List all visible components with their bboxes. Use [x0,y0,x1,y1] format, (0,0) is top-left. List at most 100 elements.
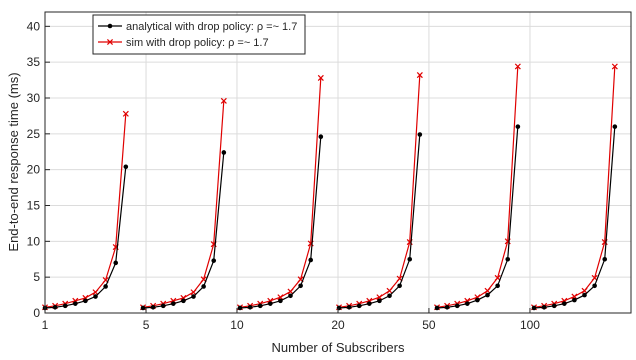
y-axis-label: End-to-end response time (ms) [6,72,21,251]
series-0-point [592,283,597,289]
series-0-point [515,124,521,129]
series-0-point [221,150,227,155]
series-0-point [485,292,490,298]
series-0-point [201,284,206,289]
series-0-point [171,301,176,306]
series-0-point [140,305,146,311]
series-0-point [612,124,618,129]
series-0-point [582,292,587,298]
series-0-point [417,132,423,137]
series-0-point [257,303,263,309]
series-1-point-stroke [92,289,99,296]
legend-marker-0 [107,23,113,29]
series-1-point [484,287,491,294]
series-0-point [336,305,342,311]
series-0-point [160,303,166,309]
series-1-point [220,97,227,104]
series-0-line-group-5 [533,126,616,309]
series-0-point [52,304,58,310]
series-1-point-stroke [591,274,598,281]
series-1-point-stroke [287,288,294,295]
x-tick-label: 5 [143,318,150,332]
series-1-point-stroke [220,97,227,104]
series-0-point [211,258,217,263]
series-1-point [514,63,521,70]
y-tick-label: 15 [27,199,41,213]
series-0-line-group-3 [338,134,421,309]
y-tick-label: 30 [27,91,41,105]
series-1-point-stroke [190,289,197,296]
series-0-point [113,260,119,266]
series-1-point-stroke [416,72,423,79]
series-1-point [277,294,284,301]
series-1 [41,63,618,311]
series-0-point [541,304,547,310]
legend-label-1: sim with drop policy: ρ =~ 1.7 [126,37,269,49]
series-1-point-stroke [386,287,393,294]
series-0-point [367,301,372,306]
series-1-point-stroke [581,287,588,294]
series-1-point [611,63,618,70]
series-0-point [237,305,243,311]
y-tick-label: 10 [27,234,41,248]
series-0-point [602,256,608,262]
series-0-point [465,301,470,306]
y-tick-label: 0 [33,306,40,320]
series-1-point-stroke [396,275,403,282]
series-0-point [475,297,480,303]
series-0-point [531,305,537,311]
y-tick-label: 20 [27,163,41,177]
series-0-point [268,301,273,306]
series-0-point [150,304,156,310]
y-tick-label: 35 [27,55,41,69]
series-0-point [93,294,98,299]
y-tick-label: 40 [27,19,41,33]
series-1-point [416,72,423,79]
series-0-point [356,303,362,309]
series-1-point-stroke [611,63,618,70]
legend: analytical with drop policy: ρ =~ 1.7 sim… [92,14,306,55]
series-0-point [191,294,196,299]
series-0-point [83,298,88,304]
series-1-point [122,110,129,117]
legend-label-0: analytical with drop policy: ρ =~ 1.7 [126,21,297,33]
series-0-point [181,298,186,304]
x-tick-label: 100 [520,318,540,332]
series-0-line-group-0 [44,166,127,309]
series-1-point-stroke [376,294,383,301]
series-1-point [317,74,324,81]
series-0-point [318,134,324,139]
grid [44,12,631,314]
series-0-point [377,298,382,304]
series-0-point [454,303,460,309]
legend-marker-1-stroke [106,38,114,46]
series-1-line-group-3 [338,75,421,308]
x-tick-label: 10 [230,318,244,332]
series-0 [42,124,618,311]
series-0-line-group-4 [436,126,519,309]
x-tick-label: 1 [42,318,49,332]
series-1-line-group-5 [533,66,616,308]
series-0-point [407,256,413,262]
series-1-point-stroke [297,276,304,283]
series-1-point-stroke [122,110,129,117]
series-1-point-stroke [484,287,491,294]
legend-marker-1 [106,38,114,46]
series-0-point [434,305,440,311]
series-0-point [247,304,253,310]
legend-box [92,14,306,55]
series-1-point-stroke [514,63,521,70]
y-tick-label: 5 [33,270,40,284]
series-0-point [73,301,78,306]
series-1-point-stroke [102,277,109,284]
series-1-point-stroke [317,74,324,81]
series-0-point [346,304,352,310]
series-1-line-group-4 [436,66,519,308]
series-0-point [387,293,392,299]
series-0-point [572,297,577,303]
series-0-point [123,164,129,170]
series-0-point [308,257,314,263]
series-0-point [278,298,283,304]
series-0-point [397,283,402,289]
